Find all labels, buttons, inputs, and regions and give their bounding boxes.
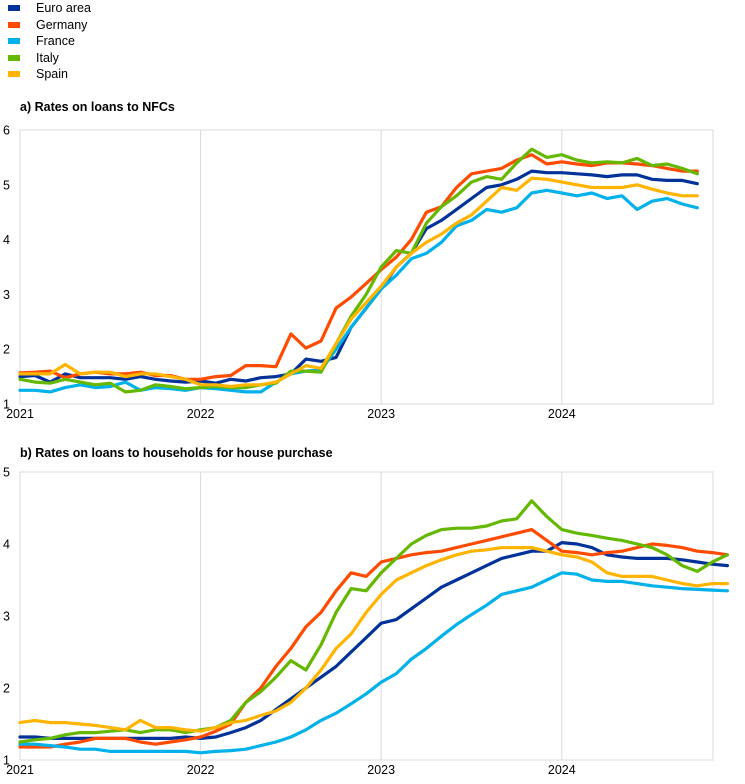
legend-label: Euro area — [36, 1, 91, 16]
legend-label: Italy — [36, 50, 59, 65]
legend-item-france: France — [8, 33, 91, 50]
chart-a-y-tick-label: 3 — [3, 288, 10, 302]
chart-a-series-france — [18, 188, 699, 394]
legend-swatch — [8, 38, 20, 45]
chart-b-y-tick-label: 3 — [3, 610, 10, 624]
legend-label: Germany — [36, 17, 88, 32]
chart-b-x-tick-label: 2021 — [6, 763, 34, 777]
chart-a-plot-frame — [19, 129, 714, 405]
panel-b-title: b) Rates on loans to households for hous… — [20, 446, 333, 460]
chart-b-x-tick-label: 2022 — [187, 763, 215, 777]
chart-b-y-tick-label: 4 — [3, 538, 10, 552]
legend-swatch — [8, 5, 20, 12]
chart-b-series-spain — [18, 545, 730, 733]
chart-a-series-euro-area — [18, 169, 699, 385]
panel-a-title: a) Rates on loans to NFCs — [20, 100, 175, 114]
chart-a-series-spain — [18, 176, 699, 389]
chart-a: 2021 2022 2023 2024 1 2 3 4 5 6 — [3, 124, 714, 421]
chart-b-x-tick-label: 2023 — [367, 763, 395, 777]
chart-a-y-tick-label: 4 — [3, 233, 10, 247]
chart-a-x-tick-label: 2021 — [6, 407, 34, 421]
legend-swatch — [8, 54, 20, 61]
chart-a-y-tick-label: 1 — [3, 398, 10, 412]
chart-b-series-france — [18, 571, 730, 755]
legend-item-italy: Italy — [8, 50, 91, 67]
chart-b-y-tick-label: 5 — [3, 466, 10, 480]
legend-item-germany: Germany — [8, 17, 91, 34]
chart-a-x-tick-label: 2023 — [367, 407, 395, 421]
legend-item-euro-area: Euro area — [8, 0, 91, 17]
chart-b-plot-frame — [19, 471, 714, 761]
chart-b-series-italy — [18, 499, 730, 744]
chart-a-y-tick-label: 6 — [3, 124, 10, 138]
chart-b-series-euro-area — [18, 540, 730, 740]
chart-b: 2021 2022 2023 2024 1 2 3 4 5 — [3, 466, 730, 777]
legend: Euro area Germany France Italy Spain — [8, 0, 91, 83]
chart-a-series-italy — [18, 147, 699, 394]
legend-label: France — [36, 34, 75, 49]
chart-a-series-germany — [18, 153, 699, 381]
chart-a-x-tick-label: 2024 — [548, 407, 576, 421]
chart-a-x-tick-label: 2022 — [187, 407, 215, 421]
legend-item-spain: Spain — [8, 66, 91, 83]
chart-b-y-tick-label: 2 — [3, 682, 10, 696]
chart-a-y-tick-label: 2 — [3, 343, 10, 357]
chart-a-y-tick-label: 5 — [3, 178, 10, 192]
chart-b-y-tick-label: 1 — [3, 754, 10, 768]
legend-label: Spain — [36, 67, 68, 82]
chart-b-series-germany — [18, 527, 730, 749]
legend-swatch — [8, 71, 20, 78]
legend-swatch — [8, 21, 20, 28]
chart-b-x-tick-label: 2024 — [548, 763, 576, 777]
